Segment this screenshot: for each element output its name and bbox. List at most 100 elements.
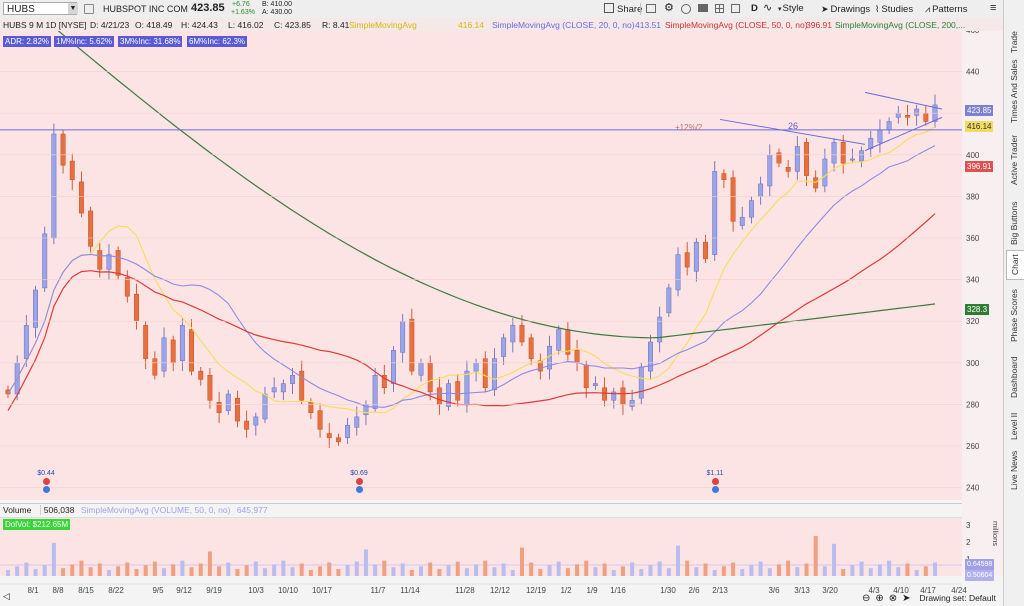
volume-bar — [125, 562, 130, 576]
dividend-amount-3: $1.11 — [706, 470, 724, 477]
candle — [905, 115, 910, 118]
volume-bar — [327, 562, 332, 576]
price-pane-background — [0, 31, 962, 500]
sma10-label[interactable]: SimpleMovingAvg — [349, 20, 417, 30]
candle — [88, 210, 94, 247]
company-name: HUBSPOT INC COM — [103, 4, 188, 14]
price-tag-last: 423.85 — [965, 105, 994, 116]
candle — [436, 387, 442, 405]
candle — [381, 375, 387, 389]
zoom-out-icon[interactable]: ⊖ — [862, 593, 871, 604]
zoom-in-icon[interactable]: ⊕ — [875, 593, 884, 604]
tab-active-trader[interactable]: Active Trader — [1009, 134, 1019, 186]
drawings-button[interactable]: ➤ Drawings — [821, 4, 871, 15]
date-axis-label: 1/16 — [610, 586, 626, 595]
volume-bar — [685, 560, 690, 576]
price-axis-label: 400 — [966, 151, 980, 160]
volume-bar — [97, 563, 102, 576]
candle — [262, 393, 268, 420]
volume-bar — [758, 561, 763, 576]
volume-bar — [207, 551, 212, 576]
sma20-label[interactable]: SimpleMovingAvg (CLOSE, 20, 0, no) — [492, 20, 635, 30]
volume-bar — [79, 560, 84, 576]
volume-bar — [24, 562, 29, 576]
chart-settings-gear-icon[interactable]: ⚙ — [664, 2, 674, 14]
candle — [648, 341, 653, 372]
trendline-drawing — [719, 118, 866, 145]
patterns-button[interactable]: ⩘ Patterns — [925, 4, 968, 15]
tab-chart[interactable]: Chart — [1006, 250, 1024, 280]
chart-area[interactable]: 321 460440420400380360340320300280260240… — [0, 31, 1003, 606]
ask-price: A: 430.00 — [262, 9, 292, 16]
candle — [519, 325, 525, 343]
symbol-input[interactable]: HUBS — [3, 2, 77, 15]
sma200-label[interactable]: SimpleMovingAvg (CLOSE, 200,... — [835, 20, 966, 30]
candle — [143, 325, 149, 359]
volume-bar — [33, 569, 38, 576]
sma50-label[interactable]: SimpleMovingAvg (CLOSE, 50, 0, no) — [665, 20, 808, 30]
tab-live-news[interactable]: Live News — [1009, 450, 1019, 490]
candle — [179, 325, 185, 361]
settings-icon[interactable] — [731, 4, 740, 13]
style-button[interactable]: ▾Style — [778, 3, 804, 14]
share-button[interactable]: Share — [604, 3, 642, 16]
chart-split-icon[interactable] — [646, 4, 656, 13]
tab-big-buttons[interactable]: Big Buttons — [1009, 201, 1019, 245]
candle — [583, 364, 589, 389]
volume-axis-label: 2 — [966, 538, 971, 547]
candle — [326, 433, 332, 438]
candle — [280, 383, 286, 393]
zoom-reset-icon[interactable]: ⊗ — [888, 593, 898, 604]
volume-bar — [630, 562, 635, 576]
symbol-dropdown-icon[interactable]: ▼ — [68, 3, 78, 14]
volume-bar — [850, 565, 855, 576]
tab-trade[interactable]: Trade — [1009, 31, 1019, 53]
date-axis-label: 3/13 — [794, 586, 810, 595]
volume-header: Volume 506,038 SimpleMovingAvg (VOLUME, … — [0, 503, 962, 518]
price-chart[interactable]: 321 460440420400380360340320300280260240… — [0, 31, 1003, 606]
scroll-left-button[interactable]: ◁ — [3, 591, 10, 601]
link-icon[interactable] — [681, 4, 691, 14]
candle — [152, 358, 158, 376]
candle — [574, 350, 580, 364]
studies-button[interactable]: ⌇ Studies — [875, 4, 914, 15]
volume-bar — [51, 542, 56, 576]
tab-times-and-sales[interactable]: Times And Sales — [1009, 59, 1019, 123]
cursor-mode-icon[interactable]: ➤ — [902, 593, 911, 604]
layout-grid-icon[interactable] — [715, 4, 724, 13]
volume-bar — [290, 567, 295, 576]
volume-bar — [786, 560, 791, 576]
volume-bar — [639, 569, 644, 576]
candle — [473, 362, 479, 372]
dividend-marker-2[interactable]: $0.69 — [349, 470, 369, 493]
candle — [170, 339, 176, 364]
volume-bar — [382, 560, 387, 576]
tab-phase-scores[interactable]: Phase Scores — [1009, 289, 1019, 343]
tab-level-ii[interactable]: Level II — [1009, 412, 1019, 440]
candle — [629, 399, 635, 407]
price-axis-label: 240 — [966, 484, 980, 493]
aggregation-period-button[interactable]: D — [751, 3, 758, 14]
dolvol-badge: DolVol: $212.65M — [3, 519, 71, 530]
menu-icon[interactable]: ≡ — [990, 2, 997, 14]
ohlc-low: L: 416.02 — [228, 20, 264, 30]
drawing-set-selector[interactable]: Drawing set: Default — [919, 593, 996, 603]
dividend-marker-1[interactable]: $0.44 — [36, 470, 56, 493]
volume-sma-label[interactable]: SimpleMovingAvg (VOLUME, 50, 0, no) — [80, 505, 231, 515]
ohlc-high: H: 424.43 — [181, 20, 218, 30]
dividend-marker-3[interactable]: $1.11 — [705, 470, 725, 493]
volume-bar — [152, 561, 157, 576]
date-axis-label: 8/22 — [108, 586, 124, 595]
volume-bar — [923, 566, 928, 576]
candle — [271, 387, 277, 393]
volume-bar — [556, 561, 561, 576]
print-icon[interactable] — [698, 4, 708, 12]
symbol-lock-icon[interactable] — [84, 4, 94, 14]
candle — [290, 375, 295, 384]
volume-bar — [281, 560, 286, 576]
moving-averages-layer — [7, 31, 936, 414]
volume-bar — [437, 569, 442, 576]
tab-dashboard[interactable]: Dashboard — [1009, 356, 1019, 398]
volume-bar — [538, 569, 543, 576]
volume-bar — [822, 566, 827, 576]
